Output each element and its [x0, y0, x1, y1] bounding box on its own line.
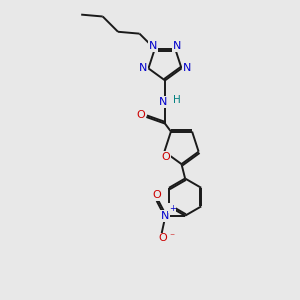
- Text: N: N: [160, 211, 169, 221]
- Text: N: N: [172, 41, 181, 51]
- Text: N: N: [183, 63, 191, 74]
- Text: +: +: [169, 204, 175, 213]
- Text: N: N: [139, 63, 147, 74]
- Text: N: N: [149, 41, 158, 51]
- Text: O: O: [159, 233, 168, 244]
- Text: O: O: [161, 152, 170, 162]
- Text: O: O: [136, 110, 146, 121]
- Text: ⁻: ⁻: [169, 232, 174, 243]
- Text: O: O: [152, 190, 161, 200]
- Text: H: H: [172, 94, 180, 105]
- Text: N: N: [159, 97, 168, 107]
